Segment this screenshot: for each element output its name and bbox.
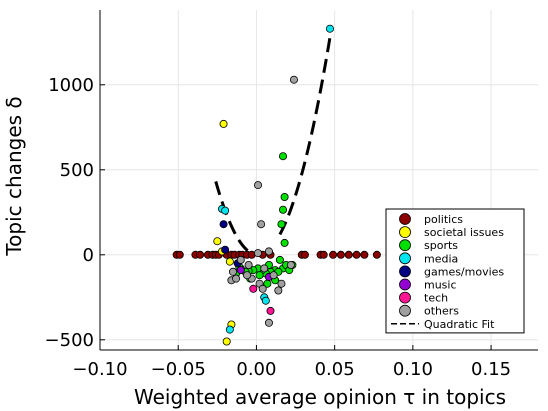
x-tick-label: 0.00 [236, 359, 276, 380]
legend-label-others: others [424, 305, 459, 318]
legend-marker-games-movies [399, 265, 411, 278]
point-societal-issues [219, 119, 228, 128]
grid-lines [99, 10, 538, 350]
point-others [253, 249, 262, 258]
x-tick-label: −0.10 [72, 359, 127, 380]
y-tick-label: −500 [45, 330, 94, 351]
legend-marker-societal-issues [399, 226, 411, 239]
legend-label-politics: politics [424, 213, 463, 226]
y-tick-label: 500 [60, 160, 94, 181]
point-others [228, 267, 237, 276]
point-games-movies [221, 245, 230, 254]
point-politics [329, 250, 338, 259]
point-politics [336, 250, 345, 259]
legend-marker-politics [399, 213, 411, 225]
point-others [269, 271, 278, 280]
point-sports [279, 205, 288, 214]
x-tick-labels: −0.10 −0.05 0.00 0.05 0.10 0.15 [72, 359, 511, 380]
quadratic-fit-line [214, 181, 250, 253]
point-tech [266, 306, 275, 315]
point-others [244, 260, 253, 269]
point-politics [372, 250, 381, 259]
x-tick-label: 0.10 [393, 359, 433, 380]
point-others [260, 264, 269, 273]
point-others [264, 318, 273, 327]
legend-marker-media [399, 252, 411, 265]
point-others [257, 220, 266, 229]
point-societal-issues [222, 337, 231, 346]
fit-layer [214, 37, 332, 253]
legend-marker-sports [399, 239, 411, 252]
point-others [236, 255, 245, 264]
point-others [243, 271, 252, 280]
point-politics [300, 250, 309, 259]
point-games-movies [219, 220, 228, 229]
point-sports [255, 271, 264, 280]
y-tick-label: 0 [83, 245, 94, 266]
point-politics [360, 250, 369, 259]
point-societal-issues [213, 237, 222, 246]
point-others [277, 279, 286, 288]
point-sports [275, 255, 284, 264]
point-others [232, 274, 241, 283]
point-others [258, 284, 267, 293]
point-others [274, 286, 283, 295]
legend-marker-others [399, 304, 411, 317]
y-axis-label: Topic changes δ [2, 96, 26, 256]
point-societal-issues [225, 257, 234, 266]
axes [99, 10, 538, 351]
point-music [236, 266, 245, 275]
point-media [325, 24, 334, 33]
legend-label-music: music [424, 279, 457, 292]
point-sports [280, 192, 289, 201]
point-politics [352, 250, 361, 259]
legend-marker-music [399, 278, 411, 291]
point-sports [280, 238, 289, 247]
legend-label-sports: sports [424, 239, 458, 252]
point-sports [277, 220, 286, 229]
point-tech [249, 284, 258, 293]
quadratic-fit-line [278, 37, 332, 236]
point-others [253, 181, 262, 190]
point-others [286, 260, 295, 269]
point-others [289, 75, 298, 84]
point-politics [319, 250, 328, 259]
point-sports [279, 152, 288, 161]
y-tick-label: 1000 [48, 75, 94, 96]
legend-marker-tech [399, 291, 411, 304]
y-tick-labels: −500 0 500 1000 [45, 75, 94, 351]
x-tick-label: 0.05 [315, 359, 355, 380]
point-media [261, 296, 270, 305]
legend-label-societal-issues: societal issues [424, 226, 504, 239]
point-politics [196, 250, 205, 259]
x-axis-label: Weighted average opinion τ in topics [134, 385, 506, 409]
legend-label-games-movies: games/movies [424, 265, 504, 278]
x-tick-label: −0.05 [151, 359, 206, 380]
point-politics [344, 250, 353, 259]
data-points [172, 24, 381, 346]
point-politics [175, 250, 184, 259]
legend-label-media: media [424, 252, 458, 265]
point-media [221, 206, 230, 215]
legend-label-tech: tech [424, 292, 448, 305]
legend-label-quadratic-fit: Quadratic Fit [424, 318, 495, 331]
point-others [264, 247, 273, 256]
x-tick-label: 0.15 [471, 359, 511, 380]
point-media [225, 325, 234, 334]
